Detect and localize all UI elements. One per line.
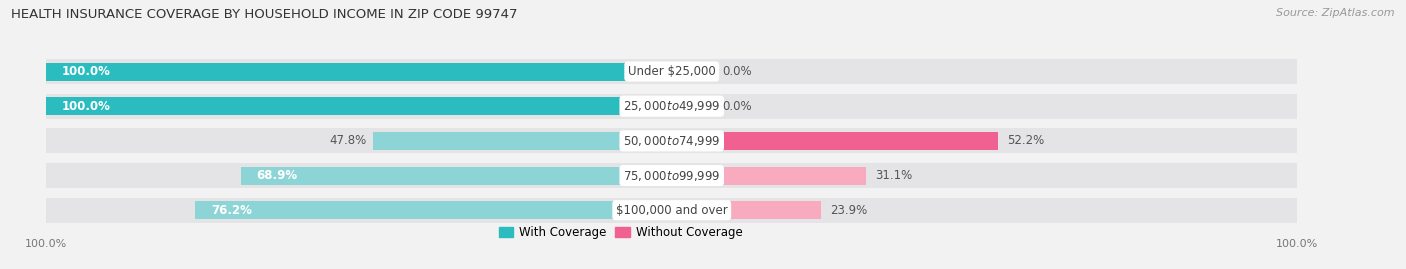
Bar: [46, 128, 1298, 153]
Text: 23.9%: 23.9%: [831, 204, 868, 217]
Text: HEALTH INSURANCE COVERAGE BY HOUSEHOLD INCOME IN ZIP CODE 99747: HEALTH INSURANCE COVERAGE BY HOUSEHOLD I…: [11, 8, 517, 21]
Text: $25,000 to $49,999: $25,000 to $49,999: [623, 99, 720, 113]
Text: 0.0%: 0.0%: [721, 65, 751, 78]
Bar: [195, 201, 672, 219]
Bar: [46, 163, 1298, 188]
Bar: [46, 62, 672, 80]
Text: 100.0%: 100.0%: [62, 65, 111, 78]
Bar: [672, 132, 998, 150]
Text: $50,000 to $74,999: $50,000 to $74,999: [623, 134, 720, 148]
Legend: With Coverage, Without Coverage: With Coverage, Without Coverage: [494, 221, 747, 243]
Text: 31.1%: 31.1%: [876, 169, 912, 182]
Bar: [46, 198, 1298, 223]
Bar: [46, 94, 1298, 119]
Text: $75,000 to $99,999: $75,000 to $99,999: [623, 168, 720, 183]
Bar: [46, 59, 1298, 84]
Text: 76.2%: 76.2%: [211, 204, 252, 217]
Text: Source: ZipAtlas.com: Source: ZipAtlas.com: [1277, 8, 1395, 18]
Bar: [672, 167, 866, 185]
Text: 68.9%: 68.9%: [256, 169, 298, 182]
Bar: [373, 132, 672, 150]
Text: 47.8%: 47.8%: [329, 134, 367, 147]
Bar: [240, 167, 672, 185]
Bar: [672, 201, 821, 219]
Bar: [46, 97, 672, 115]
Text: 100.0%: 100.0%: [62, 100, 111, 113]
Text: Under $25,000: Under $25,000: [628, 65, 716, 78]
Text: 0.0%: 0.0%: [721, 100, 751, 113]
Text: 52.2%: 52.2%: [1008, 134, 1045, 147]
Text: $100,000 and over: $100,000 and over: [616, 204, 727, 217]
